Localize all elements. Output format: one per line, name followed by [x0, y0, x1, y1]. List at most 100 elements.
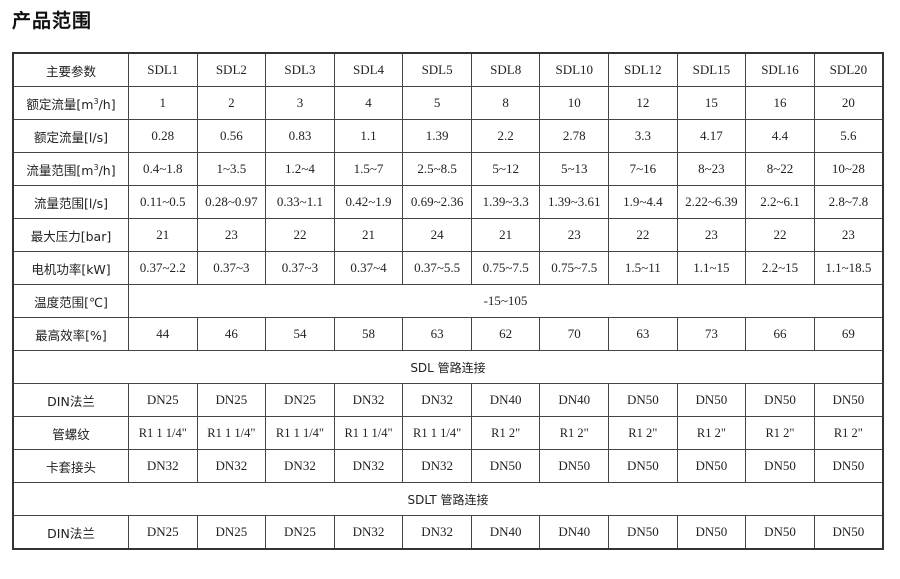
model-header: SDL10 — [539, 52, 610, 87]
row-value: 0.33~1.1 — [265, 185, 335, 219]
row-value: 2.78 — [539, 119, 610, 153]
model-header: SDL12 — [608, 52, 678, 87]
row-value: 2 — [196, 86, 267, 120]
section-row: SDL 管路连接 — [12, 350, 884, 384]
row-value: DN32 — [333, 383, 404, 417]
row-value: DN32 — [265, 449, 335, 483]
row-label: 最大压力[bar] — [12, 218, 129, 252]
row-value: DN32 — [402, 449, 472, 483]
row-value: 69 — [813, 317, 884, 351]
row-value: 23 — [539, 218, 610, 252]
row-value: 0.11~0.5 — [128, 185, 198, 219]
row-value: 20 — [813, 86, 884, 120]
row-value: 12 — [608, 86, 678, 120]
row-value: 63 — [608, 317, 678, 351]
row-value: 8 — [470, 86, 541, 120]
row-value: DN50 — [745, 515, 815, 550]
row-value: 70 — [539, 317, 610, 351]
section-row: SDLT 管路连接 — [12, 482, 884, 516]
row-value: DN50 — [676, 383, 747, 417]
row-value: 54 — [265, 317, 335, 351]
table-row: 流量范围[m3/h] 0.4~1.8 1~3.5 1.2~4 1.5~7 2.5~8.5 5… — [12, 152, 884, 186]
row-value: 3 — [265, 86, 335, 120]
model-header: SDL15 — [676, 52, 747, 87]
row-value: 5.6 — [813, 119, 884, 153]
row-value: DN50 — [745, 383, 815, 417]
model-header: SDL2 — [196, 52, 267, 87]
row-value: 2.2~15 — [745, 251, 815, 285]
row-label: DIN法兰 — [12, 515, 129, 550]
row-value: 46 — [196, 317, 267, 351]
row-value: 2.22~6.39 — [676, 185, 747, 219]
row-value: 10~28 — [813, 152, 884, 186]
row-value: 23 — [676, 218, 747, 252]
row-value: DN25 — [128, 515, 198, 550]
table-row: 温度范围[℃] -15~105 — [12, 284, 884, 318]
row-value: DN50 — [539, 449, 610, 483]
model-header: SDL16 — [745, 52, 815, 87]
thread-value: R1 1 1/4" — [265, 416, 335, 450]
product-range-table: 主要参数 SDL1 SDL2 SDL3 SDL4 SDL5 SDL8 SDL10 SDL12 SD… — [12, 52, 884, 550]
thread-value: R1 2" — [470, 416, 541, 450]
table-row: 最大压力[bar] 21 23 22 21 24 21 23 22 23 22 23 — [12, 218, 884, 252]
row-value: 0.75~7.5 — [539, 251, 610, 285]
row-value: DN50 — [813, 383, 884, 417]
row-value: DN25 — [196, 383, 267, 417]
table-row: 额定流量[m3/h] 1 2 3 4 5 8 10 12 15 16 20 — [12, 86, 884, 120]
row-value: 1~3.5 — [196, 152, 267, 186]
table-row: 管螺纹 R1 1 1/4" R1 1 1/4" R1 1 1/4" R1 1 1/4" R… — [12, 416, 884, 450]
row-value: 44 — [128, 317, 198, 351]
row-value: 7~16 — [608, 152, 678, 186]
section-heading: SDL 管路连接 — [12, 350, 884, 384]
row-value: DN50 — [813, 449, 884, 483]
row-value: 0.69~2.36 — [402, 185, 472, 219]
row-value: DN40 — [539, 383, 610, 417]
thread-value: R1 1 1/4" — [402, 416, 472, 450]
row-value: 4.4 — [745, 119, 815, 153]
model-header: SDL8 — [470, 52, 541, 87]
row-value: 0.28~0.97 — [196, 185, 267, 219]
thread-value: R1 2" — [676, 416, 747, 450]
table-row: 卡套接头 DN32 DN32 DN32 DN32 DN32 DN50 DN50 DN50 DN50… — [12, 449, 884, 483]
row-value: DN50 — [676, 449, 747, 483]
row-value: DN25 — [196, 515, 267, 550]
row-value: 0.75~7.5 — [470, 251, 541, 285]
row-value: DN50 — [608, 449, 678, 483]
row-value: 1.1~15 — [676, 251, 747, 285]
row-value: DN40 — [470, 515, 541, 550]
row-value: 0.37~3 — [196, 251, 267, 285]
row-value: 1.2~4 — [265, 152, 335, 186]
row-value: DN40 — [470, 383, 541, 417]
row-value: 24 — [402, 218, 472, 252]
row-value: 1.39~3.3 — [470, 185, 541, 219]
row-value: 0.42~1.9 — [333, 185, 404, 219]
row-value: 8~22 — [745, 152, 815, 186]
table-row: 电机功率[kW] 0.37~2.2 0.37~3 0.37~3 0.37~4 0.37~5… — [12, 251, 884, 285]
row-value: 0.37~5.5 — [402, 251, 472, 285]
row-value: 8~23 — [676, 152, 747, 186]
row-value: 5~12 — [470, 152, 541, 186]
row-value: 2.2~6.1 — [745, 185, 815, 219]
row-label: 额定流量[m3/h] — [12, 86, 129, 120]
row-value: 1.9~4.4 — [608, 185, 678, 219]
row-value: 0.37~2.2 — [128, 251, 198, 285]
row-value: 22 — [745, 218, 815, 252]
row-value: 1.5~7 — [333, 152, 404, 186]
row-value: 0.4~1.8 — [128, 152, 198, 186]
model-header: SDL3 — [265, 52, 335, 87]
table-row: 额定流量[l/s] 0.28 0.56 0.83 1.1 1.39 2.2 2.78 3.3 4.… — [12, 119, 884, 153]
row-label: 管螺纹 — [12, 416, 129, 450]
row-value: 3.3 — [608, 119, 678, 153]
thread-value: R1 2" — [813, 416, 884, 450]
row-value: 23 — [196, 218, 267, 252]
row-value: DN32 — [128, 449, 198, 483]
row-value: 0.83 — [265, 119, 335, 153]
row-value: 58 — [333, 317, 404, 351]
row-value: 0.37~4 — [333, 251, 404, 285]
thread-value: R1 1 1/4" — [333, 416, 404, 450]
thread-value: R1 1 1/4" — [196, 416, 267, 450]
page-title: 产品范围 — [12, 10, 93, 32]
row-value: 1.39 — [402, 119, 472, 153]
row-value: 1.1~18.5 — [813, 251, 884, 285]
row-value: DN32 — [402, 383, 472, 417]
